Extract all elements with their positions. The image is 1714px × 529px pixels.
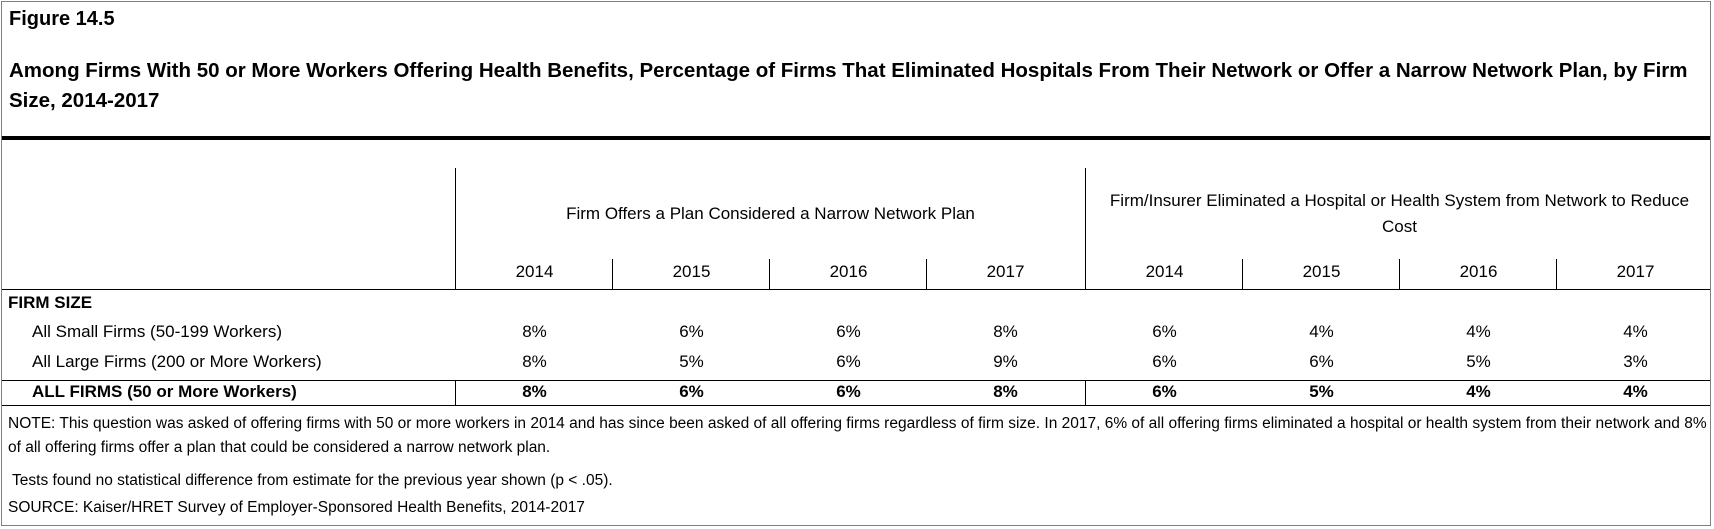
table-cell: 8% — [522, 322, 547, 341]
year-header: 2014 — [1145, 262, 1184, 281]
title-divider — [2, 136, 1710, 140]
table-cell: 3% — [1623, 352, 1648, 371]
section-label-firm-size: FIRM SIZE — [8, 293, 93, 312]
total-row-divider — [1085, 380, 1086, 406]
table-cell: 6% — [1152, 352, 1177, 371]
total-top-rule — [2, 380, 1710, 381]
table-cell: 4% — [1623, 322, 1648, 341]
year-divider — [1556, 259, 1557, 290]
table-cell: 6% — [1152, 322, 1177, 341]
year-header: 2017 — [1616, 262, 1655, 281]
table-cell-total: 4% — [1623, 382, 1648, 401]
table-cell-total: 6% — [1152, 382, 1177, 401]
table-cell: 6% — [1309, 352, 1334, 371]
table-cell: 5% — [679, 352, 704, 371]
year-divider — [926, 259, 927, 290]
year-header: 2016 — [829, 262, 868, 281]
year-header: 2014 — [515, 262, 554, 281]
table-cell-total: 6% — [836, 382, 861, 401]
table-cell-total: 6% — [679, 382, 704, 401]
table-cell-total: 4% — [1466, 382, 1491, 401]
year-header: 2017 — [986, 262, 1025, 281]
table-cell: 9% — [993, 352, 1018, 371]
table-cell: 8% — [522, 352, 547, 371]
test-note-text: Tests found no statistical difference fr… — [8, 472, 613, 489]
table-cell: 8% — [993, 322, 1018, 341]
figure-title: Among Firms With 50 or More Workers Offe… — [9, 59, 1688, 112]
year-header: 2015 — [1302, 262, 1341, 281]
header-rule — [2, 289, 1710, 290]
table-cell: 4% — [1466, 322, 1491, 341]
figure-label: Figure 14.5 — [9, 8, 115, 30]
table-divider-group — [1085, 168, 1086, 290]
year-divider — [1242, 259, 1243, 290]
table-cell: 6% — [836, 352, 861, 371]
total-row-divider — [455, 380, 456, 406]
table-divider-label-col — [455, 168, 456, 290]
year-header: 2016 — [1459, 262, 1498, 281]
year-divider — [612, 259, 613, 290]
year-header: 2015 — [672, 262, 711, 281]
table-cell: 4% — [1309, 322, 1334, 341]
source-text: SOURCE: Kaiser/HRET Survey of Employer-S… — [8, 499, 585, 516]
table-cell: 5% — [1466, 352, 1491, 371]
year-divider — [769, 259, 770, 290]
group-header-narrow-network: Firm Offers a Plan Considered a Narrow N… — [566, 204, 975, 223]
note-text: NOTE: This question was asked of offerin… — [8, 415, 1707, 456]
group-header-eliminated-hospital: Firm/Insurer Eliminated a Hospital or He… — [1109, 191, 1690, 236]
table-cell-total: 8% — [522, 382, 547, 401]
table-cell: 6% — [679, 322, 704, 341]
total-bottom-rule — [2, 405, 1710, 406]
table-cell-total: 8% — [993, 382, 1018, 401]
row-label-small-firms: All Small Firms (50-199 Workers) — [32, 322, 283, 341]
row-label-large-firms: All Large Firms (200 or More Workers) — [32, 352, 322, 371]
table-cell-total: 5% — [1309, 382, 1334, 401]
row-label-all-firms: ALL FIRMS (50 or More Workers) — [32, 382, 297, 401]
table-cell: 6% — [836, 322, 861, 341]
year-divider — [1399, 259, 1400, 290]
